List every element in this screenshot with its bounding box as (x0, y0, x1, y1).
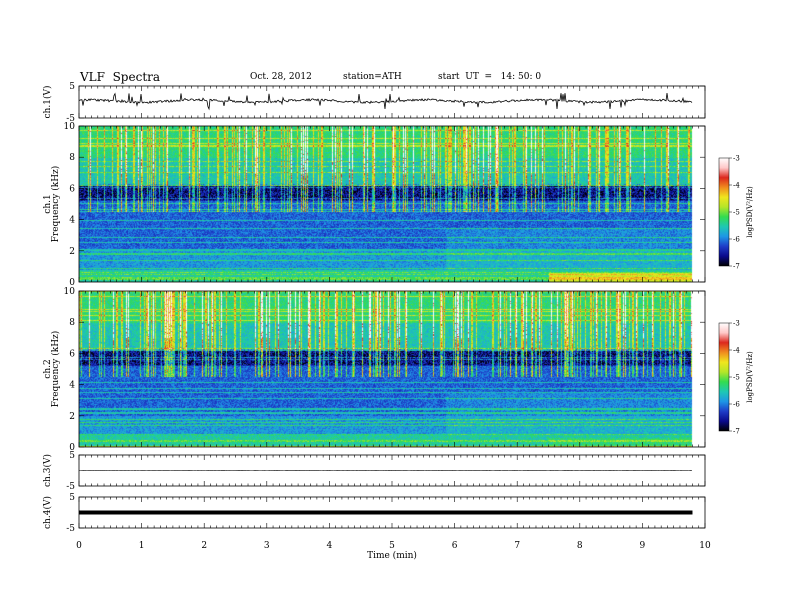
ch1-colorbar (718, 157, 730, 267)
ch3-waveform-ytick-label: 5 (69, 451, 75, 461)
ch1-colorbar-tick-label: -3 (733, 155, 740, 163)
x-tick-label: 0 (76, 541, 82, 551)
ch2-colorbar-label: logPSD(V²/Hz) (746, 351, 754, 403)
ch1-spectrogram-image (79, 126, 705, 282)
ch4-waveform-ytick-label: 5 (69, 493, 75, 503)
station-label: station=ATH (343, 72, 402, 82)
ch1-waveform-trace (78, 92, 693, 111)
ch1-spectrogram-ytick-label: 4 (69, 216, 75, 226)
ch1-colorbar-label: logPSD(V²/Hz) (746, 186, 754, 238)
x-tick-label: 8 (577, 541, 583, 551)
ch2-colorbar-tick-label: -5 (733, 374, 740, 382)
ch1-spectrogram-ytick-label: 2 (69, 247, 75, 257)
ch3-waveform-ytick-label: -5 (66, 482, 75, 492)
ch2-spectrogram-ytick-label: 4 (69, 381, 75, 391)
x-tick-label: 2 (201, 541, 207, 551)
ch1-spectrogram-ytick-label: 8 (69, 153, 75, 163)
ch2-spectrogram-ytick-label: 0 (69, 443, 75, 453)
x-tick-label: 6 (452, 541, 458, 551)
ch2-spectrogram-ytick-label: 8 (69, 318, 75, 328)
ch1-colorbar-tick-label: -5 (733, 209, 740, 217)
x-tick-label: 3 (264, 541, 270, 551)
x-tick-label: 1 (139, 541, 145, 551)
ch1-colorbar-tick-label: -4 (733, 182, 740, 190)
x-tick-label: 5 (389, 541, 395, 551)
x-tick-label: 9 (640, 541, 646, 551)
ch1-spectrogram-ylabel: Frequency (kHz) (50, 166, 61, 243)
ch1-waveform-ytick-label: -5 (66, 114, 75, 124)
x-tick-label: 7 (514, 541, 520, 551)
x-axis-label: Time (min) (367, 550, 417, 561)
figure-title: VLF Spectra (80, 70, 161, 84)
x-tick-label: 10 (699, 541, 711, 551)
ch2-colorbar-tick-label: -3 (733, 320, 740, 328)
ch1-spectrogram-ylabel: ch.1 (43, 194, 53, 213)
ch2-spectrogram-ylabel: Frequency (kHz) (50, 331, 61, 408)
date-label: Oct. 28, 2012 (250, 72, 312, 82)
ch2-colorbar (718, 322, 730, 432)
ch1-colorbar-tick-label: -7 (733, 263, 740, 271)
ch4-waveform-ytick-label: -5 (66, 524, 75, 534)
ch2-colorbar-tick-label: -7 (733, 428, 740, 436)
ch2-spectrogram-image (79, 291, 705, 447)
ch2-colorbar-tick-label: -4 (733, 347, 740, 355)
start-time-label: start UT = 14: 50: 0 (438, 72, 542, 82)
ch1-spectrogram-ytick-label: 10 (64, 122, 76, 132)
ch2-spectrogram-ylabel: ch.2 (43, 359, 53, 378)
ch2-spectrogram-ytick-label: 2 (69, 412, 75, 422)
ch2-colorbar-tick-label: -6 (733, 401, 740, 409)
ch2-spectrogram-ytick-label: 6 (69, 349, 75, 359)
ch3-waveform-ylabel: ch.3(V) (42, 454, 53, 487)
ch2-spectrogram-ytick-label: 10 (64, 287, 76, 297)
ch1-spectrogram-ytick-label: 0 (69, 278, 75, 288)
ch1-colorbar-tick-label: -6 (733, 236, 740, 244)
ch1-spectrogram-ytick-label: 6 (69, 184, 75, 194)
ch4-waveform-ylabel: ch.4(V) (42, 496, 53, 529)
ch1-waveform-ylabel: ch.1(V) (42, 86, 53, 119)
x-tick-label: 4 (327, 541, 333, 551)
ch4-waveform-trace (79, 510, 693, 515)
ch1-waveform-ytick-label: 5 (69, 82, 75, 92)
